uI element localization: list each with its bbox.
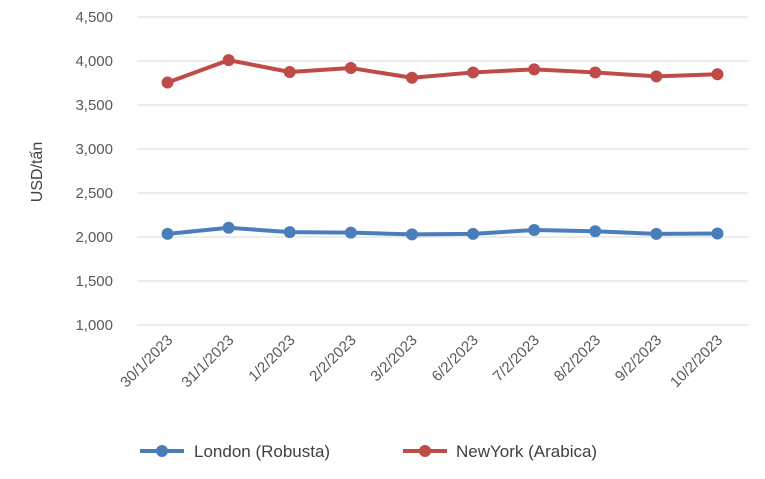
data-point (283, 66, 296, 78)
data-point (161, 76, 174, 89)
x-tick-label: 7/2/2023 (490, 332, 543, 385)
data-point (222, 221, 235, 234)
data-point (711, 227, 724, 240)
x-tick-label: 2/2/2023 (306, 332, 359, 385)
y-tick-label: 2,500 (75, 185, 113, 202)
x-tick-label: 9/2/2023 (612, 332, 665, 385)
series-lines (161, 54, 724, 241)
data-point (344, 226, 357, 239)
x-tick-label: 31/1/2023 (178, 332, 237, 391)
y-tick-label: 1,000 (75, 317, 113, 334)
legend-swatch-marker (419, 445, 431, 457)
y-axis-title: USD/tấn (29, 142, 46, 202)
data-point (405, 71, 418, 84)
y-tick-label: 3,000 (75, 141, 113, 158)
data-point (650, 227, 663, 240)
y-tick-label: 1,500 (75, 273, 113, 290)
x-tick-label: 3/2/2023 (367, 332, 420, 385)
legend-item: London (Robusta) (140, 442, 330, 461)
x-axis-tick-labels: 30/1/2023 31/1/2023 1/2/2023 2/2/2023 3/2/20… (117, 332, 726, 391)
legend-label: London (Robusta) (194, 442, 330, 461)
series-2 (161, 54, 724, 89)
data-point (283, 226, 296, 239)
series-line (165, 58, 720, 85)
y-tick-label: 4,500 (75, 9, 113, 26)
data-point (467, 66, 480, 79)
data-point (405, 228, 418, 241)
x-tick-label: 30/1/2023 (117, 332, 176, 391)
series-line (165, 225, 720, 237)
x-tick-label: 1/2/2023 (245, 332, 298, 385)
y-tick-label: 2,000 (75, 229, 113, 246)
data-point (528, 63, 541, 76)
data-point (467, 227, 480, 240)
x-tick-label: 10/2/2023 (667, 332, 726, 391)
series-1 (161, 221, 724, 241)
x-tick-label: 6/2/2023 (429, 332, 482, 385)
y-tick-label: 3,500 (75, 97, 113, 114)
data-point (222, 54, 235, 67)
legend: London (Robusta) NewYork (Arabica) (140, 442, 597, 461)
data-point (161, 227, 174, 240)
data-point (589, 66, 602, 79)
data-point (650, 70, 663, 83)
data-point (711, 68, 724, 81)
y-tick-label: 4,000 (75, 53, 113, 70)
data-point (589, 225, 602, 238)
legend-swatch-marker (156, 445, 168, 457)
legend-item: NewYork (Arabica) (403, 442, 597, 461)
data-point (344, 62, 357, 75)
x-tick-label: 8/2/2023 (551, 332, 604, 385)
data-point (528, 223, 541, 236)
legend-label: NewYork (Arabica) (456, 442, 597, 461)
y-axis-tick-labels: 1,000 1,500 2,000 2,500 3,000 3,500 4,000 4,500 (75, 9, 113, 334)
